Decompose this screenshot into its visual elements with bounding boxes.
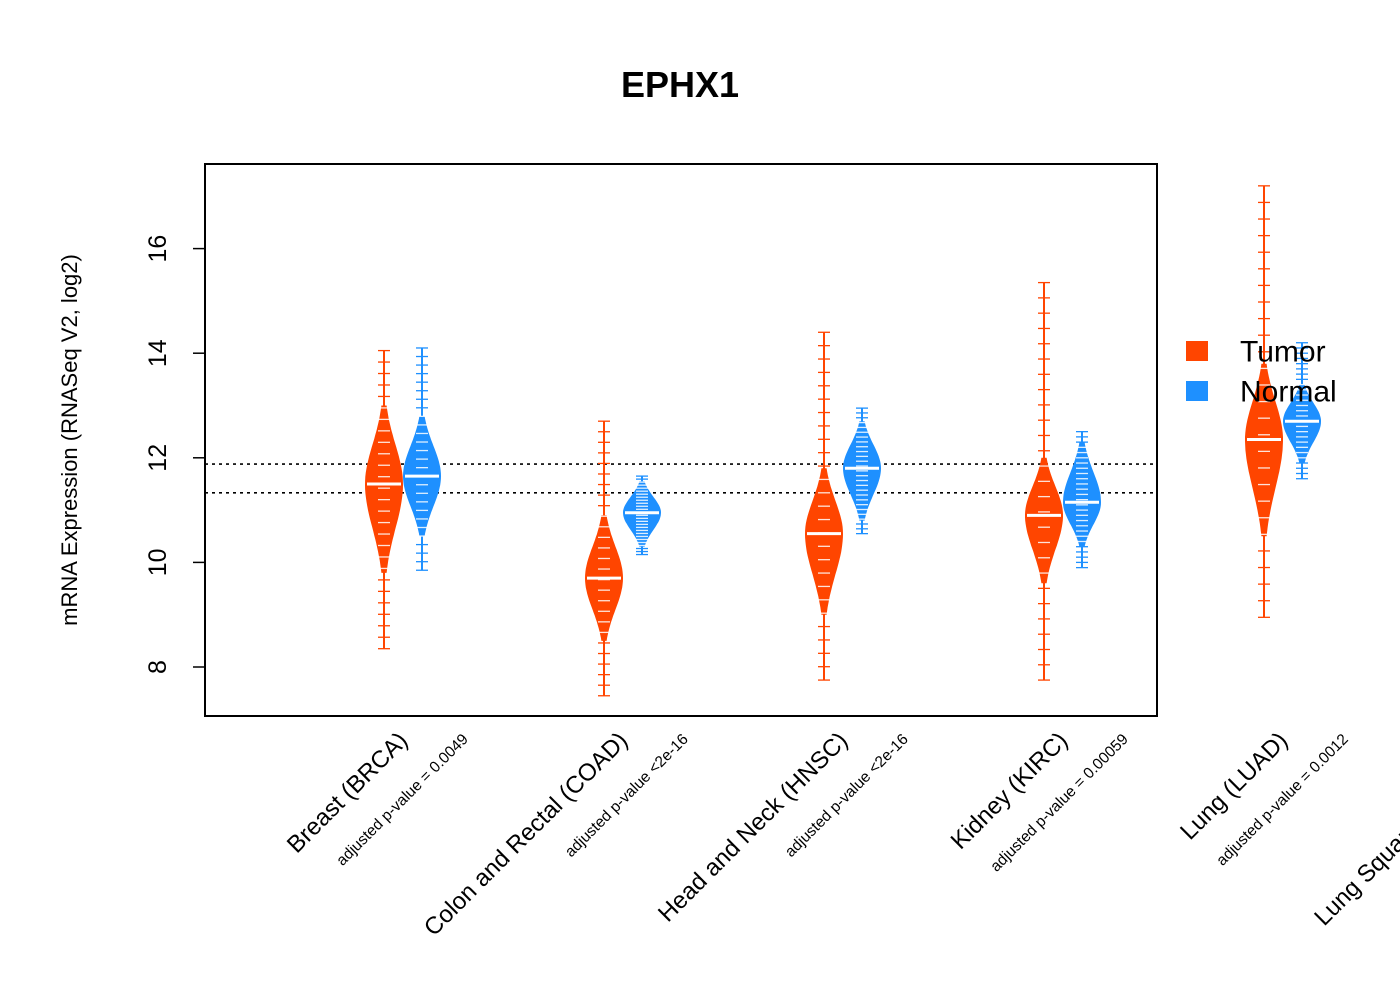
y-axis-label: mRNA Expression (RNASeq V2, log2) [57, 254, 82, 626]
category-label: Lung (LUAD) [1175, 727, 1293, 845]
tumor-bean [365, 349, 403, 650]
normal-bean [843, 407, 881, 535]
y-tick-label: 8 [144, 660, 172, 674]
y-tick-label: 14 [144, 339, 172, 367]
plot-frame [204, 163, 1158, 717]
tumor-density [365, 405, 403, 573]
tumor-density [805, 468, 843, 615]
normal-bean [623, 475, 661, 556]
legend-swatch [1186, 381, 1208, 401]
category-label: Breast (BRCA) [282, 727, 413, 858]
tumor-bean [1245, 185, 1283, 618]
legend-swatch [1186, 341, 1208, 361]
tumor-bean [585, 420, 623, 697]
chart-title: EPHX1 [621, 64, 739, 105]
y-tick-label: 16 [144, 235, 172, 263]
category-label: Kidney (KIRC) [946, 727, 1074, 855]
legend-label: Tumor [1240, 336, 1326, 369]
tumor-bean [805, 331, 843, 681]
normal-bean [1063, 430, 1101, 569]
tumor-density [1025, 457, 1063, 584]
y-tick-label: 10 [144, 548, 172, 576]
tumor-density [1245, 363, 1283, 537]
tumor-bean [1025, 281, 1063, 681]
legend-label: Normal [1240, 376, 1337, 409]
legend: Tumor Normal [1186, 336, 1337, 409]
normal-bean [403, 347, 441, 571]
y-tick-label: 12 [144, 444, 172, 472]
normal-bean [1283, 342, 1321, 480]
normal-density [1283, 384, 1321, 463]
